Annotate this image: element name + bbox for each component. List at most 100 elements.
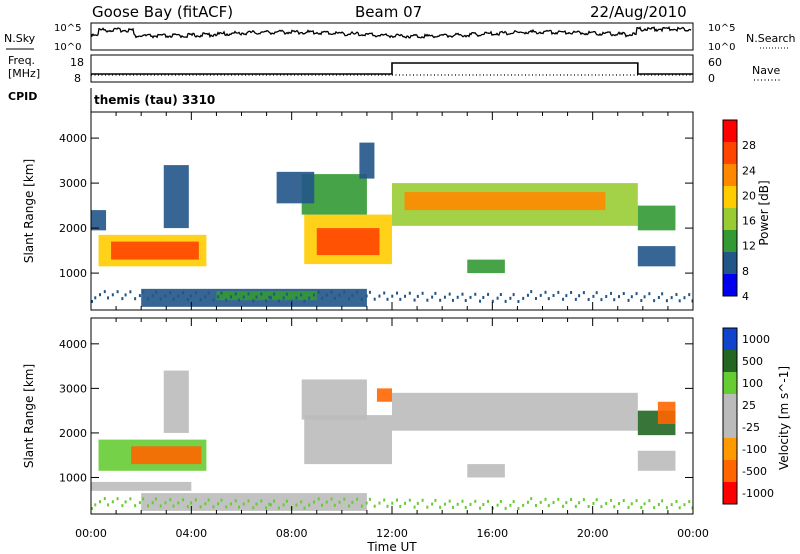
velocity-speckle-0	[91, 507, 93, 510]
velocity-region-8	[467, 464, 505, 478]
power-speckle-0	[91, 300, 93, 303]
velocity-speckle-97	[582, 498, 585, 502]
power-speckle-17	[121, 297, 124, 301]
power-speckle-16	[544, 290, 547, 294]
velocity-speckle-55	[295, 503, 298, 507]
power-speckle-11	[252, 299, 255, 303]
power-speckle-14	[186, 298, 189, 302]
velocity-speckle-76	[439, 505, 442, 509]
power-speckle-121	[661, 292, 664, 296]
nave-label: Nave	[752, 64, 780, 77]
velocity-speckle-58	[229, 502, 232, 506]
power-speckle-117	[547, 297, 550, 301]
power-speckle-36	[509, 296, 512, 300]
velocity-speckle-17	[121, 504, 124, 508]
power-speckle-99	[338, 293, 341, 297]
power-speckle-72	[325, 293, 328, 297]
velocity-tick-2: 100	[742, 377, 763, 390]
power-speckle-119	[303, 299, 306, 303]
power-speckle-7	[138, 294, 141, 298]
freq-axis-top: 18	[70, 56, 84, 69]
frequency-panel: Freq. [MHz] 18 8 60 0 Nave	[8, 54, 782, 85]
freq-label-line1: Freq.	[8, 54, 35, 67]
nsky-label: N.Sky	[4, 32, 36, 45]
noise-panel: N.Sky 10^5 10^0 10^5 10^0 N.Search	[4, 22, 796, 53]
power-speckle-139	[268, 295, 271, 299]
velocity-speckle-134	[578, 501, 581, 505]
power-speckle-113	[434, 291, 437, 295]
velocity-speckle-41	[199, 505, 202, 509]
velocity-speckle-31	[217, 502, 220, 506]
power-speckle-45	[312, 293, 315, 297]
power-speckle-103	[451, 298, 454, 302]
power-speckle-24	[169, 291, 172, 295]
power-speckle-69	[391, 294, 394, 298]
power-speckle-55	[295, 296, 298, 300]
power-speckle-48	[247, 292, 250, 296]
power-speckle-54	[116, 290, 119, 294]
velocity-speckle-60	[587, 505, 590, 508]
power-region-11	[276, 171, 315, 204]
velocity-speckle-98	[159, 504, 162, 508]
velocity-speckle-99	[338, 500, 341, 504]
power-ytick-label-0: 1000	[59, 267, 87, 280]
power-tick-2: 20	[742, 189, 756, 202]
power-speckle-9	[496, 296, 499, 300]
power-swatch-6	[723, 252, 737, 274]
noise-axis-bottom-right: 10^0	[708, 42, 735, 53]
velocity-speckle-39	[443, 502, 446, 506]
power-speckle-86	[421, 291, 424, 295]
power-speckle-12	[431, 295, 434, 299]
velocity-ylabel: Slant Range [km]	[22, 364, 36, 468]
velocity-speckle-12	[431, 502, 434, 506]
power-speckle-37	[688, 293, 691, 297]
freq-label-line2: [MHz]	[8, 67, 40, 80]
power-speckle-89	[356, 290, 359, 294]
velocity-speckle-84	[665, 506, 668, 510]
velocity-speckle-107	[565, 501, 568, 505]
velocity-speckle-116	[368, 497, 371, 501]
power-frame	[722, 119, 738, 297]
power-tick-6: 4	[742, 290, 749, 303]
velocity-swatch-5	[723, 438, 737, 460]
velocity-speckle-69	[391, 501, 394, 505]
power-speckle-96	[404, 294, 407, 298]
nave-axis-bottom: 0	[708, 72, 715, 85]
velocity-speckle-45	[312, 500, 315, 504]
velocity-speckle-8	[317, 497, 320, 501]
power-speckle-102	[273, 292, 276, 296]
power-speckle-23	[592, 294, 595, 298]
power-speckle-125	[172, 297, 175, 301]
velocity-speckle-100	[517, 507, 520, 510]
velocity-speckle-112	[255, 502, 258, 506]
velocity-speckle-20	[657, 503, 660, 506]
power-ytick-label-1: 2000	[59, 222, 87, 235]
power-region-1	[111, 241, 199, 260]
velocity-speckle-21	[234, 499, 237, 503]
velocity-speckle-54	[116, 497, 119, 501]
power-speckle-42	[378, 294, 381, 298]
velocity-speckle-52	[360, 504, 363, 508]
velocity-speckle-138	[691, 506, 694, 510]
power-speckle-108	[142, 290, 145, 294]
power-region-14	[637, 205, 676, 231]
noise-axis-top: 10^5	[54, 23, 81, 34]
power-speckle-100	[517, 300, 520, 303]
power-tick-3: 16	[742, 215, 756, 228]
power-region-5	[216, 291, 317, 301]
power-swatch-2	[723, 164, 737, 186]
power-speckle-62	[343, 290, 346, 294]
x-axis-label: Time UT	[366, 540, 417, 554]
velocity-region-9	[637, 450, 676, 471]
power-speckle-35	[330, 290, 333, 294]
velocity-tick-1: 500	[742, 355, 763, 368]
velocity-speckle-128	[107, 503, 110, 507]
velocity-speckle-35	[330, 497, 333, 501]
power-speckle-3	[627, 298, 630, 302]
velocity-speckle-103	[451, 505, 454, 509]
velocity-speckle-71	[146, 504, 149, 508]
power-speckle-68	[212, 298, 215, 302]
velocity-speckle-64	[99, 500, 102, 504]
velocity-speckle-120	[482, 503, 485, 506]
velocity-swatch-0	[723, 328, 737, 350]
